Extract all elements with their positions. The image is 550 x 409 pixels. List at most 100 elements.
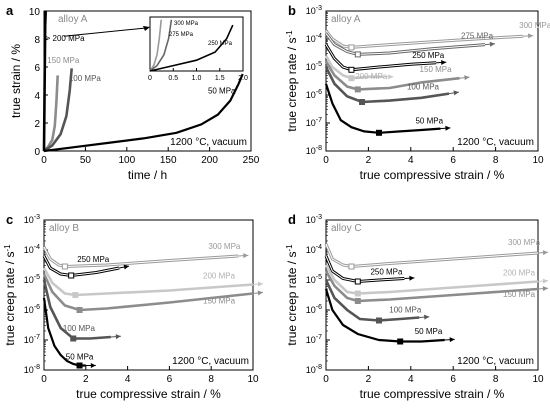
x-tick-label-c: 4 bbox=[125, 374, 131, 385]
min-rate-marker-d bbox=[354, 278, 361, 285]
y-tick-label-b: 10-7 bbox=[306, 117, 322, 128]
panel-d: 0 2 4 6 8 10 10-8 10-7 10-6 10-5 10-4 10-3 d alloy C 1… bbox=[285, 212, 549, 401]
inset-pointer-head bbox=[143, 26, 150, 31]
x-tick-label-b: 8 bbox=[493, 155, 499, 166]
inset-series-label: 275 MPa bbox=[169, 32, 194, 38]
min-rate-marker-d bbox=[397, 338, 404, 345]
y-tick-label-d: 10-3 bbox=[306, 214, 322, 225]
plot-frame-c bbox=[43, 219, 254, 371]
condition-label-d: 1200 °C, vacuum bbox=[457, 356, 534, 367]
inset-x-tick-label: 0 bbox=[148, 75, 152, 82]
series-arrow-c-head bbox=[257, 290, 263, 296]
x-tick-label-d: 0 bbox=[323, 374, 329, 385]
series-label-c: 300 MPa bbox=[208, 242, 241, 251]
y-axis-label-a: true strain / % bbox=[9, 44, 23, 118]
series-label-b: 50 MPa bbox=[415, 117, 443, 126]
x-tick-label-b: 2 bbox=[366, 155, 372, 166]
x-tick-label-c: 2 bbox=[83, 374, 89, 385]
panel-label-b: b bbox=[288, 3, 296, 18]
y-tick-label-c: 10-5 bbox=[24, 274, 40, 285]
x-tick-label-c: 10 bbox=[247, 374, 259, 385]
series-label-b: 150 MPa bbox=[420, 65, 453, 74]
x-tick-label-c: 0 bbox=[41, 374, 47, 385]
series-arrow-b-head bbox=[489, 41, 495, 47]
series-label-c: 150 MPa bbox=[203, 297, 236, 306]
alloy-label-d: alloy C bbox=[331, 223, 362, 234]
y-tick-label-a: 4 bbox=[34, 91, 40, 102]
series-label-a: 100 MPa bbox=[69, 74, 102, 83]
series-line-a bbox=[43, 73, 244, 153]
series-label-b: 300 MPa bbox=[519, 21, 550, 30]
series-arrow-b-head bbox=[441, 60, 447, 66]
panel-label-c: c bbox=[6, 212, 13, 227]
series-label-c: 250 MPa bbox=[77, 255, 110, 264]
min-rate-marker-c bbox=[70, 335, 77, 342]
series-label-b: 200 MPa bbox=[355, 72, 388, 81]
y-axis-label-d: true creep rate / s-1 bbox=[285, 244, 299, 346]
series-line-b bbox=[324, 29, 524, 49]
series-label-d: 150 MPa bbox=[503, 290, 536, 299]
x-tick-label-a: 0 bbox=[41, 155, 47, 166]
series-label-c: 100 MPa bbox=[63, 324, 96, 333]
y-tick-label-c: 10-6 bbox=[24, 304, 40, 315]
series-arrow-b-head bbox=[528, 33, 534, 39]
series-label-c: 50 MPa bbox=[66, 353, 94, 362]
series-label-b: 250 MPa bbox=[412, 51, 445, 60]
y-tick-label-b: 10-8 bbox=[306, 145, 322, 156]
y-axis-label-c: true creep rate / s-1 bbox=[3, 244, 17, 346]
series-line-inner-d bbox=[325, 255, 405, 283]
series-label-b: 275 MPa bbox=[461, 32, 494, 41]
series-line-inner-c bbox=[43, 255, 120, 277]
series-label-c: 200 MPa bbox=[203, 272, 236, 281]
y-tick-label-d: 10-6 bbox=[306, 304, 322, 315]
x-tick-label-a: 100 bbox=[118, 155, 135, 166]
panel-b: 0 2 4 6 8 10 10-8 10-7 10-6 10-5 10-4 10-3 b alloy A 1… bbox=[285, 3, 550, 182]
series-label-a: 50 MPa bbox=[208, 87, 236, 96]
x-tick-label-a: 50 bbox=[80, 155, 92, 166]
series-arrow-d-head bbox=[542, 250, 548, 256]
inset-x-tick-label: 1.0 bbox=[192, 75, 202, 82]
inset-pointer-line bbox=[63, 27, 147, 37]
x-tick-label-c: 6 bbox=[167, 374, 173, 385]
min-rate-marker-b bbox=[348, 66, 355, 73]
y-axis-label-b: true creep rate / s-1 bbox=[285, 30, 299, 132]
series-line-a bbox=[42, 10, 47, 152]
plot-frame-d bbox=[325, 219, 539, 371]
x-axis-label-d: true compressive strain / % bbox=[360, 387, 505, 401]
min-rate-marker-d bbox=[354, 298, 361, 304]
x-axis-label-a: time / h bbox=[128, 168, 167, 182]
condition-label-a: 1200 °C, vacuum bbox=[170, 137, 247, 148]
series-line-d bbox=[324, 279, 420, 322]
y-tick-label-c: 10-4 bbox=[24, 244, 40, 255]
inset-frame bbox=[149, 16, 244, 72]
panel-label-d: d bbox=[288, 212, 296, 227]
series-label-d: 250 MPa bbox=[370, 268, 403, 277]
y-tick-label-c: 10-8 bbox=[24, 364, 40, 375]
series-label-d: 200 MPa bbox=[503, 269, 536, 278]
series-arrow-c-head bbox=[123, 264, 130, 270]
series-arrow-d-head bbox=[409, 275, 415, 281]
panel-a: 0 50 100 150 200 250 0 2 4 6 8 10 a alloy A 1200 °C, v… bbox=[6, 3, 260, 182]
series-arrow-d-head bbox=[542, 278, 548, 284]
series-arrow-b-head bbox=[388, 74, 394, 80]
y-tick-label-d: 10-7 bbox=[306, 334, 322, 345]
alloy-label-a: alloy A bbox=[58, 14, 88, 25]
series-arrow-c-head bbox=[243, 253, 249, 259]
series-line-a bbox=[43, 68, 73, 153]
x-axis-label-b: true compressive strain / % bbox=[360, 168, 505, 182]
min-rate-marker-b bbox=[354, 86, 361, 93]
min-rate-marker-c bbox=[76, 362, 83, 369]
inset-series-line bbox=[149, 19, 162, 72]
min-rate-marker-c bbox=[68, 272, 75, 279]
y-tick-label-b: 10-4 bbox=[306, 33, 322, 44]
x-tick-label-d: 10 bbox=[532, 374, 544, 385]
y-tick-label-b: 10-5 bbox=[306, 61, 322, 72]
series-label-d: 100 MPa bbox=[389, 306, 422, 315]
y-tick-label-d: 10-5 bbox=[306, 274, 322, 285]
inset-series-line bbox=[149, 24, 234, 72]
plot-frame-b bbox=[325, 10, 539, 152]
inset-x-tick-label: 1.5 bbox=[215, 75, 225, 82]
inset-x-tick-label: 0.5 bbox=[168, 75, 178, 82]
x-tick-label-a: 250 bbox=[243, 155, 260, 166]
inset-series-label: 300 MPa bbox=[174, 21, 199, 27]
